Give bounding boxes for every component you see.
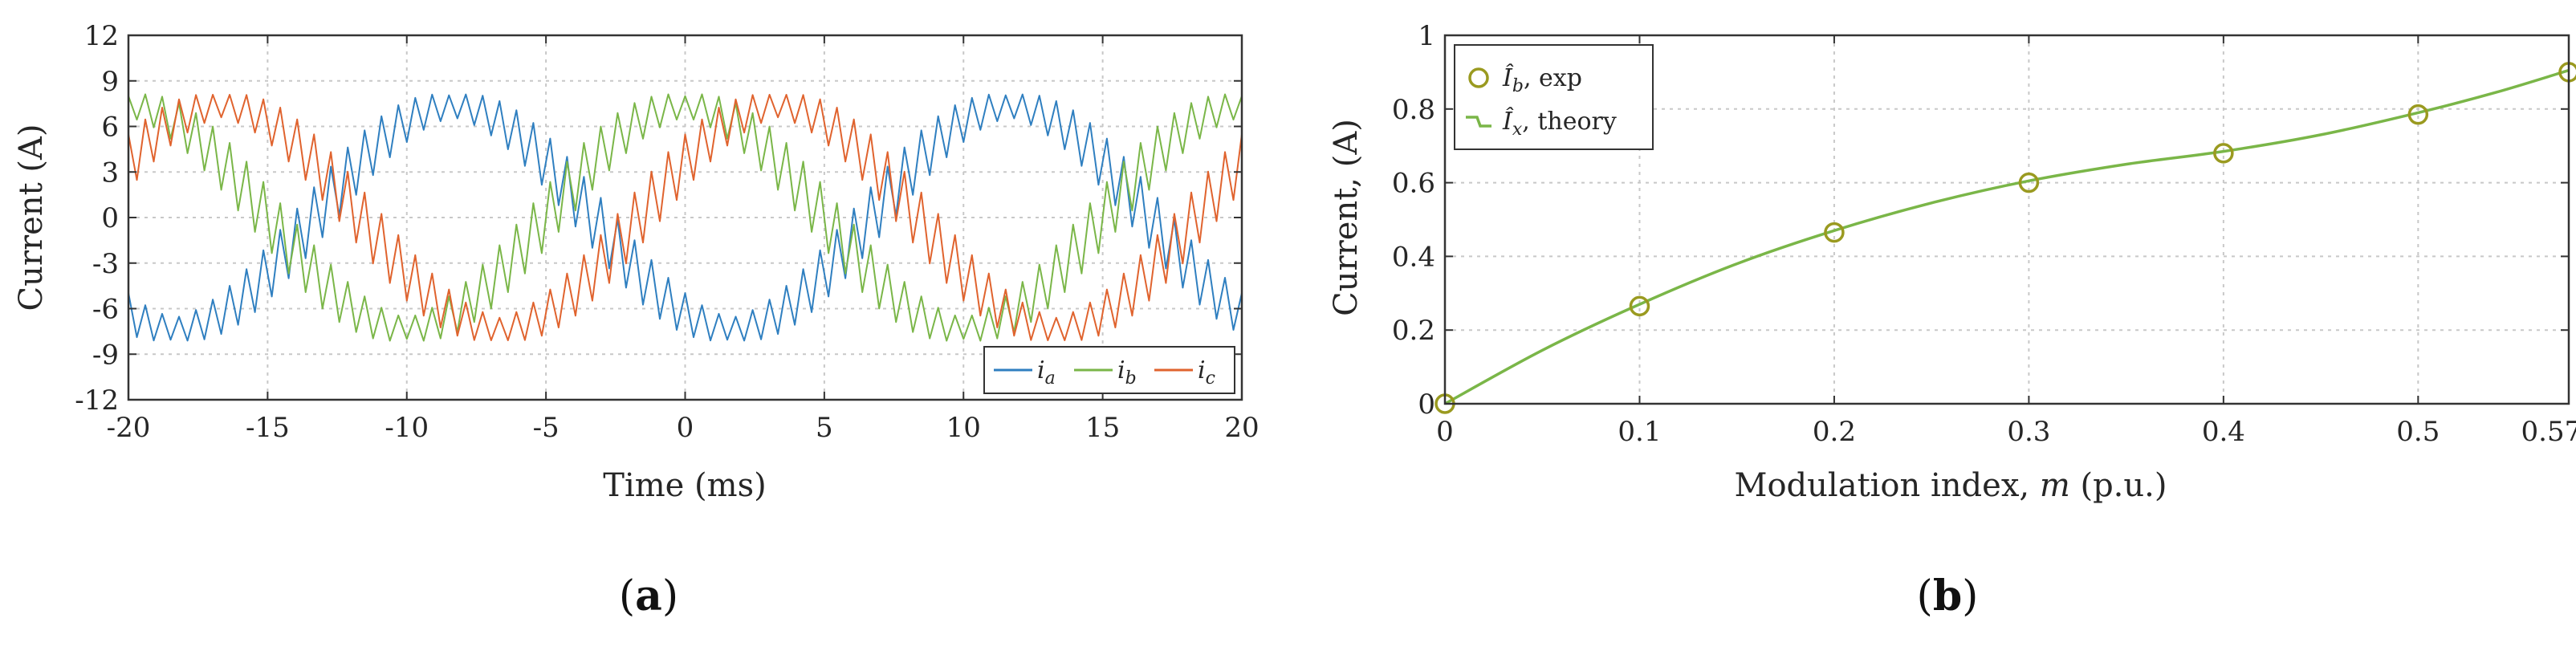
x-tick-label: -10 xyxy=(385,412,429,444)
x-tick-label: 0.5 xyxy=(2396,416,2440,448)
exp-point xyxy=(2213,143,2234,164)
y-tick-label: -3 xyxy=(92,248,119,280)
theory-line xyxy=(1444,68,2570,405)
grid-a xyxy=(128,35,1242,400)
legend-label-ic: ic xyxy=(1198,356,1215,389)
y-tick-label: -12 xyxy=(75,384,119,417)
x-tick-label: 0 xyxy=(677,412,694,444)
y-tick-label: 0.6 xyxy=(1392,168,1435,200)
y-tick-label: 0.2 xyxy=(1392,315,1435,347)
y-axis-label-a: Current (A) xyxy=(13,124,50,311)
y-tick-label: -6 xyxy=(92,294,119,326)
x-axis-label-b: Modulation index, m (p.u.) xyxy=(1735,467,2167,504)
panel-label-a: (a) xyxy=(619,572,678,620)
legend-line-theory xyxy=(1466,116,1491,128)
legend-label-theory: Îx, theory xyxy=(1502,107,1617,140)
x-ticks-a: -20 -15 -10 -5 0 5 10 15 20 xyxy=(107,35,1260,444)
y-ticks-a: 12 9 6 3 0 -3 -6 -9 -12 xyxy=(75,20,1242,417)
x-tick-label: 0.3 xyxy=(2007,416,2050,448)
x-tick-label: 0.4 xyxy=(2202,416,2245,448)
y-tick-label: 3 xyxy=(101,157,119,189)
legend-label-ia: ia xyxy=(1037,356,1056,389)
legend-label-ib: ib xyxy=(1117,356,1137,389)
series-line-ib xyxy=(128,93,1243,342)
x-tick-label: 0 xyxy=(1436,416,1454,448)
plot-frame-b xyxy=(1443,34,2570,405)
x-tick-label: -15 xyxy=(246,412,290,444)
grid-b xyxy=(1445,35,2569,404)
legend-marker-exp xyxy=(1468,67,1489,88)
series-line-ia xyxy=(128,93,1243,342)
y-tick-label: 0 xyxy=(101,202,119,234)
y-tick-label: -9 xyxy=(92,339,119,371)
y-axis-label-b: Current, (A) xyxy=(1328,119,1365,316)
exp-point xyxy=(1824,222,1845,243)
y-ticks-b: 0 0.2 0.4 0.6 0.8 1 xyxy=(1392,20,2569,421)
exp-point xyxy=(2407,104,2429,125)
x-tick-label: -5 xyxy=(533,412,560,444)
x-tick-label: -20 xyxy=(107,412,151,444)
exp-point xyxy=(2018,172,2040,193)
y-tick-label: 0 xyxy=(1418,389,1435,421)
chart-b: 0 0.1 0.2 0.3 0.4 0.5 0.5774 0 0.2 0.4 0.6 0.8 1 Mo… xyxy=(1328,20,2576,620)
x-axis-label-a: Time (ms) xyxy=(603,467,766,504)
legend-b: Îb, exp Îx, theory xyxy=(1454,44,1654,150)
legend-box-b xyxy=(1454,44,1654,150)
y-tick-label: 9 xyxy=(101,66,119,98)
y-tick-label: 6 xyxy=(101,112,119,144)
x-tick-label: 15 xyxy=(1085,412,1120,444)
y-tick-label: 0.8 xyxy=(1392,94,1435,126)
exp-point xyxy=(1629,295,1650,317)
y-tick-label: 1 xyxy=(1418,20,1435,52)
series-a xyxy=(128,93,1243,342)
x-tick-label: 0.2 xyxy=(1813,416,1856,448)
x-tick-label: 20 xyxy=(1224,412,1259,444)
x-tick-label: 0.1 xyxy=(1618,416,1661,448)
legend-label-exp: Îb, exp xyxy=(1502,63,1582,96)
series-line-ic xyxy=(128,94,1243,341)
y-tick-label: 0.4 xyxy=(1392,241,1435,273)
x-tick-label: 5 xyxy=(816,412,833,444)
x-ticks-b: 0 0.1 0.2 0.3 0.4 0.5 0.5774 xyxy=(1436,35,2576,448)
x-tick-label: 10 xyxy=(946,412,981,444)
x-tick-label: 0.5774 xyxy=(2521,416,2576,448)
panel-label-b: (b) xyxy=(1917,572,1979,620)
y-tick-label: 12 xyxy=(84,20,119,52)
legend-a: ia ib ic xyxy=(983,346,1235,394)
